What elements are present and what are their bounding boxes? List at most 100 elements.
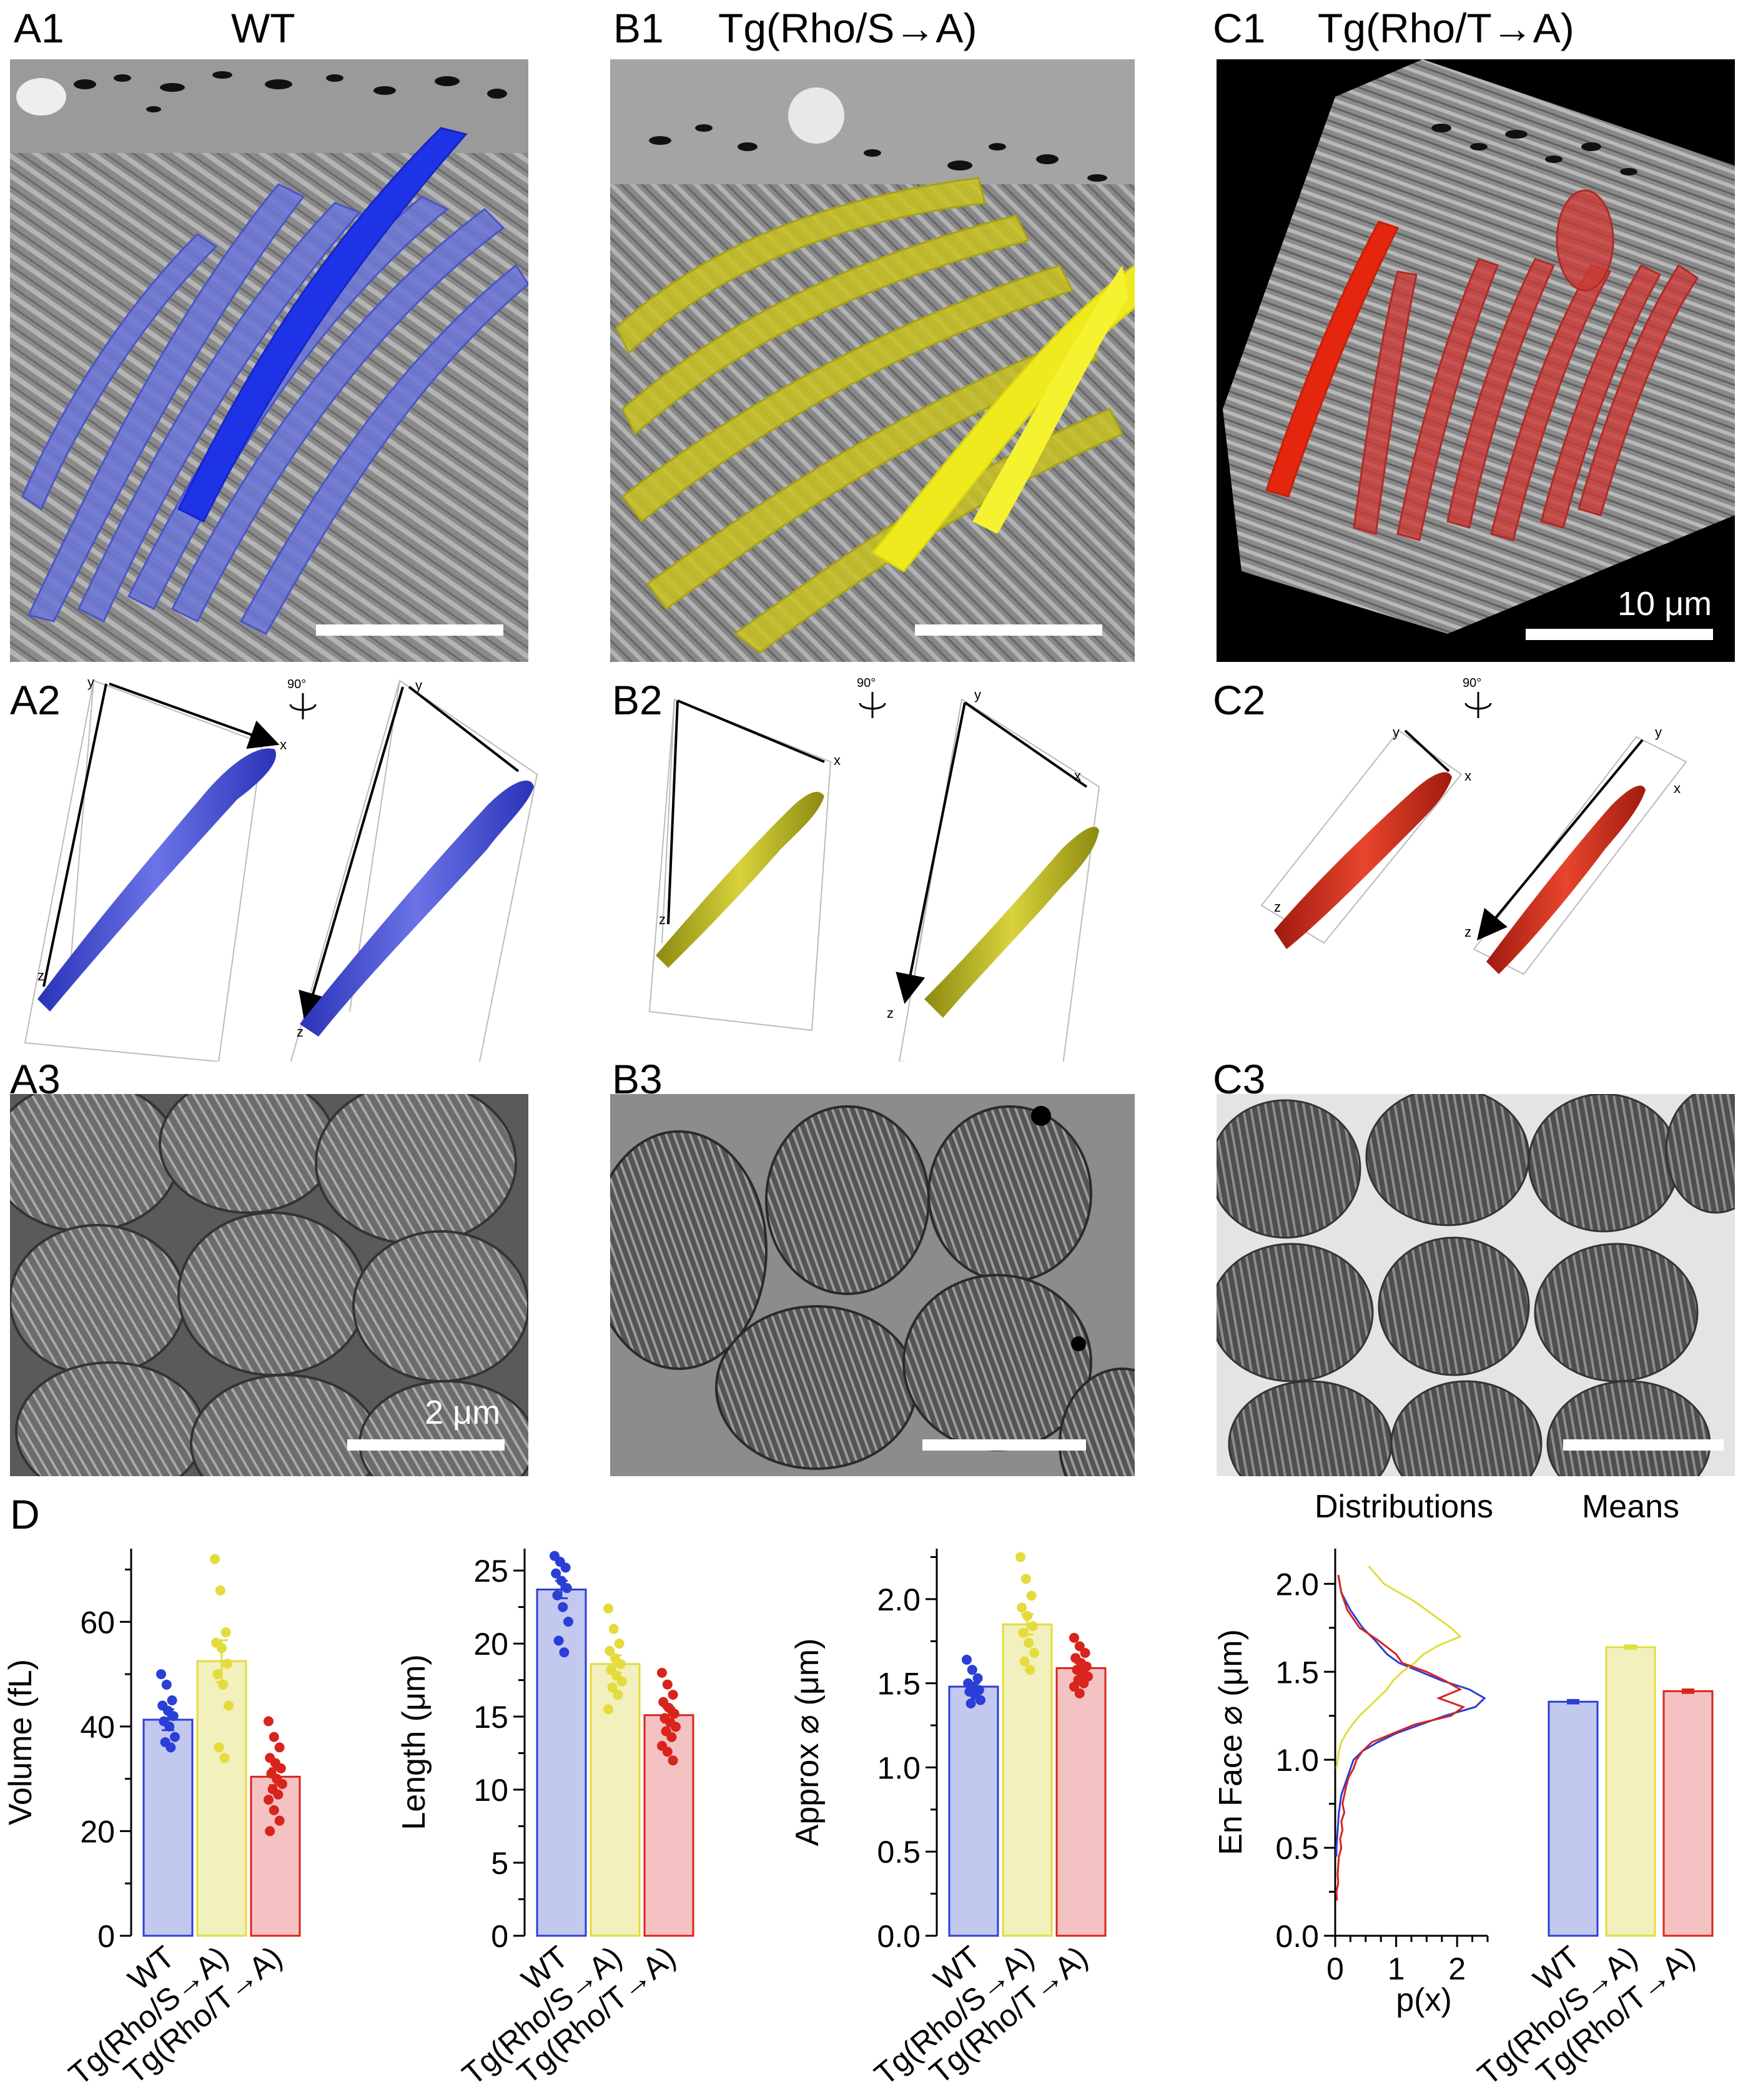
data-point bbox=[1069, 1632, 1079, 1643]
scale-label-c1: 10 μm bbox=[1617, 585, 1712, 623]
panel-title-s2a: Tg(Rho/S→A) bbox=[718, 5, 977, 51]
data-point bbox=[1025, 1665, 1035, 1675]
data-point bbox=[669, 1708, 679, 1719]
y-tick-label: 5 bbox=[491, 1846, 508, 1881]
panel-label-a2: A2 bbox=[10, 677, 61, 723]
y-axis-label: Length (μm) bbox=[396, 1654, 432, 1830]
data-point bbox=[168, 1711, 179, 1722]
y-tick-label: 1.0 bbox=[877, 1750, 921, 1785]
y-tick-label: 2.0 bbox=[877, 1582, 921, 1617]
data-point bbox=[972, 1673, 983, 1683]
chart-distributions: 0.0 0.5 1.0 1.5 2.0 0 1 2p(x) En Face ⌀ (μm) Dist… bbox=[1213, 1489, 1493, 2018]
data-point bbox=[269, 1732, 279, 1742]
data-point bbox=[167, 1695, 177, 1705]
axis-letter-x: x bbox=[1674, 781, 1681, 796]
axis-letter-y: y bbox=[1655, 724, 1662, 740]
axis-letter-y: y bbox=[974, 687, 981, 702]
scale-bar-b1 bbox=[915, 624, 1102, 636]
data-point bbox=[617, 1676, 627, 1687]
data-point bbox=[657, 1667, 667, 1678]
series-line bbox=[1335, 1575, 1466, 1901]
bar bbox=[1548, 1700, 1599, 1937]
data-point bbox=[975, 1695, 985, 1705]
data-point bbox=[215, 1585, 225, 1596]
panel-title-wt: WT bbox=[231, 5, 295, 51]
data-point bbox=[558, 1602, 568, 1612]
axis-letter-x: x bbox=[1464, 768, 1471, 784]
scale-bar-c3 bbox=[1563, 1439, 1724, 1451]
data-point bbox=[1027, 1621, 1038, 1631]
axis-letter-z: z bbox=[659, 912, 666, 927]
y-tick-label: 1.0 bbox=[1275, 1743, 1319, 1778]
data-point bbox=[1029, 1648, 1039, 1659]
chart-title: Distributions bbox=[1315, 1489, 1493, 1525]
data-point bbox=[560, 1562, 571, 1573]
axis-letter-x: x bbox=[280, 737, 287, 752]
data-point bbox=[219, 1753, 230, 1763]
bar bbox=[250, 1775, 301, 1937]
data-point bbox=[965, 1698, 976, 1708]
series-line bbox=[1335, 1565, 1462, 1769]
renderings-3d: y x z y z x z y x z y x z y x z 90° 90° … bbox=[24, 674, 1687, 1062]
data-point bbox=[1015, 1552, 1025, 1562]
rotation-label-a2: 90° bbox=[287, 678, 306, 691]
data-point bbox=[668, 1755, 678, 1766]
data-point bbox=[608, 1624, 619, 1634]
y-tick-label: 15 bbox=[473, 1700, 508, 1735]
em-image-s2a-segmentation bbox=[610, 59, 1135, 662]
data-point bbox=[666, 1732, 677, 1742]
em-image-t2a-segmentation bbox=[1217, 59, 1735, 662]
data-point bbox=[603, 1704, 613, 1715]
render-wt-view1 bbox=[24, 679, 264, 1062]
data-point bbox=[1079, 1678, 1089, 1688]
data-point bbox=[265, 1826, 275, 1836]
data-point bbox=[273, 1789, 284, 1800]
bar bbox=[1055, 1667, 1107, 1937]
y-axis-label: Approx ⌀ (μm) bbox=[789, 1639, 826, 1846]
y-tick-label: 0.0 bbox=[1275, 1919, 1319, 1954]
em-image-wt-segmentation bbox=[10, 59, 528, 662]
data-point bbox=[615, 1659, 626, 1669]
panel-label-b3: B3 bbox=[612, 1056, 663, 1102]
data-point bbox=[224, 1700, 234, 1711]
data-point bbox=[274, 1742, 285, 1753]
data-point bbox=[1017, 1602, 1027, 1613]
chart-title: Means bbox=[1582, 1489, 1679, 1525]
y-tick-label: 1.5 bbox=[1275, 1655, 1319, 1690]
data-point bbox=[563, 1616, 573, 1627]
bar bbox=[196, 1660, 247, 1937]
data-point bbox=[662, 1679, 673, 1690]
data-point bbox=[1080, 1648, 1090, 1659]
y-tick-label: 25 bbox=[473, 1554, 508, 1589]
data-point bbox=[613, 1689, 623, 1700]
data-point bbox=[1020, 1574, 1031, 1584]
series-line bbox=[1335, 1575, 1486, 1857]
axis-letter-y: y bbox=[87, 674, 94, 690]
y-tick-label: 40 bbox=[80, 1710, 115, 1745]
y-tick-label: 20 bbox=[80, 1814, 115, 1849]
panel-label-c3: C3 bbox=[1213, 1056, 1266, 1102]
rotation-label-b2: 90° bbox=[857, 676, 876, 690]
axis-letter-y: y bbox=[1393, 724, 1400, 740]
data-point bbox=[551, 1568, 561, 1579]
y-tick-label: 20 bbox=[473, 1627, 508, 1662]
y-tick-label: 0.5 bbox=[1275, 1831, 1319, 1866]
data-point bbox=[1019, 1656, 1030, 1667]
axis-letter-x: x bbox=[834, 752, 841, 768]
data-point bbox=[161, 1679, 172, 1690]
panel-label-c1: C1 bbox=[1213, 5, 1266, 51]
data-point bbox=[165, 1742, 176, 1753]
axis-letter-x: x bbox=[1074, 768, 1081, 784]
scale-bar-a3 bbox=[347, 1439, 505, 1451]
bar bbox=[948, 1685, 999, 1937]
em-image-t2a-enface bbox=[1217, 1094, 1735, 1476]
bar bbox=[1662, 1690, 1714, 1937]
axis-letter-z: z bbox=[887, 1005, 894, 1021]
data-point bbox=[277, 1779, 287, 1790]
scale-label-a3: 2 μm bbox=[425, 1394, 501, 1431]
bar bbox=[1605, 1646, 1656, 1937]
panel-title-t2a: Tg(Rho/T→A) bbox=[1318, 5, 1574, 51]
data-point bbox=[269, 1805, 279, 1815]
data-point bbox=[668, 1689, 678, 1700]
